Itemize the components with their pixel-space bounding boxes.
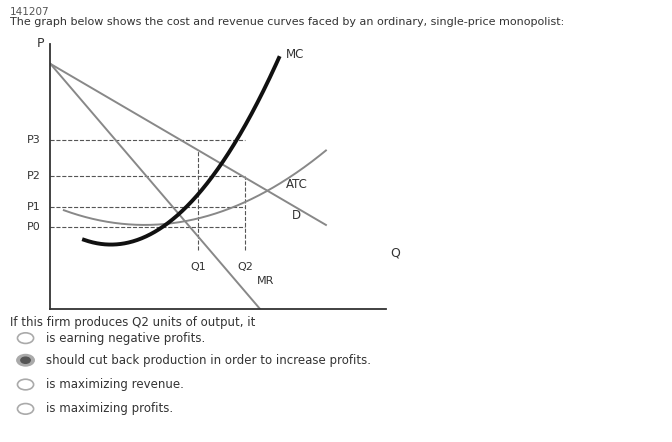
Text: P2: P2	[26, 171, 40, 181]
Text: P0: P0	[27, 222, 40, 232]
Text: P3: P3	[27, 135, 40, 145]
Text: P: P	[36, 37, 44, 50]
Text: should cut back production in order to increase profits.: should cut back production in order to i…	[46, 354, 371, 367]
Text: MC: MC	[286, 49, 304, 61]
Text: Q1: Q1	[190, 262, 206, 272]
Text: Q: Q	[390, 247, 400, 260]
Text: 141207: 141207	[10, 7, 50, 17]
Text: MR: MR	[257, 276, 274, 286]
Text: P1: P1	[27, 202, 40, 212]
Text: is maximizing revenue.: is maximizing revenue.	[46, 378, 183, 391]
Text: If this firm produces Q2 units of output, it: If this firm produces Q2 units of output…	[10, 316, 255, 329]
Text: is maximizing profits.: is maximizing profits.	[46, 402, 173, 415]
Text: The graph below shows the cost and revenue curves faced by an ordinary, single-p: The graph below shows the cost and reven…	[10, 17, 564, 27]
Text: is earning negative profits.: is earning negative profits.	[46, 332, 205, 345]
Text: Q2: Q2	[237, 262, 253, 272]
Text: D: D	[292, 209, 302, 222]
Text: ATC: ATC	[286, 178, 308, 191]
